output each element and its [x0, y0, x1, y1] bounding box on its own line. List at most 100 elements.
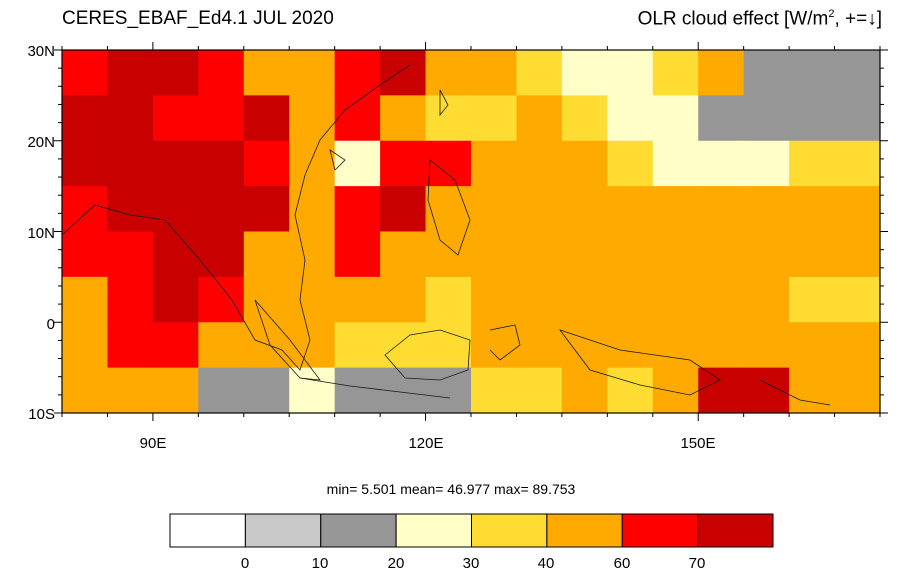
heatmap-cell [289, 322, 336, 369]
heatmap-cell [789, 367, 836, 414]
heatmap-cell [789, 322, 836, 369]
heatmap-cell [380, 276, 427, 323]
heatmap-cell [289, 367, 336, 414]
colorbar-label-20: 20 [388, 555, 405, 572]
coastline-india-se-asia [61, 64, 411, 371]
lat-label-10s: 10S [28, 406, 55, 423]
heatmap-cell [561, 367, 608, 414]
heatmap-cell [743, 140, 790, 187]
colorbar-label-70: 70 [689, 555, 706, 572]
heatmap-cell [334, 367, 381, 414]
heatmap-cell [289, 231, 336, 278]
heatmap-cell [516, 231, 563, 278]
heatmap-cell [380, 231, 427, 278]
variable-title: OLR cloud effect [W/m2, +=↓] [637, 8, 882, 30]
heatmap-cell [471, 322, 517, 369]
heatmap-cell [607, 140, 654, 187]
heatmap-cell [243, 95, 290, 142]
heatmap-cell [743, 186, 790, 232]
heatmap-cell [380, 140, 427, 187]
heatmap-cell [516, 322, 563, 369]
heatmap-cell [289, 50, 336, 96]
coastline-java [299, 377, 451, 399]
heatmap-cell [698, 322, 745, 369]
heatmap-cell [652, 95, 699, 142]
heatmap-cell [152, 50, 199, 96]
heatmap-cell [107, 276, 154, 323]
colorbar-swatch [244, 513, 322, 548]
stats-line: min= 5.501 mean= 46.977 max= 89.753 [326, 481, 576, 497]
heatmap-cell [834, 140, 881, 187]
lon-label-150e: 150E [680, 435, 715, 452]
heatmap-cell [516, 186, 563, 232]
heatmap-cell [107, 322, 154, 369]
heatmap-cell [743, 367, 790, 414]
heatmap-cell [607, 367, 654, 414]
heatmap-cell [607, 322, 654, 369]
colorbar-swatch [471, 513, 548, 548]
heatmap-cell [607, 231, 654, 278]
heatmap-cell [198, 322, 245, 369]
heatmap-cell [471, 276, 517, 323]
colorbar-swatch [697, 513, 774, 548]
heatmap-cell [152, 322, 199, 369]
heatmap-cell [198, 276, 245, 323]
heatmap-cell [425, 140, 472, 187]
lat-label-30n: 30N [27, 43, 55, 60]
heatmap-cell [198, 95, 245, 142]
heatmap-cell [834, 276, 881, 323]
lon-label-90e: 90E [140, 435, 167, 452]
heatmap-cell [198, 186, 245, 232]
axis-ticks [54, 42, 888, 421]
heatmap-cell [471, 140, 517, 187]
heatmap-cell [289, 276, 336, 323]
heatmap-cell [743, 95, 790, 142]
heatmap-cell [652, 276, 699, 323]
heatmap-cell [834, 231, 881, 278]
heatmap-cell [834, 367, 881, 414]
heatmap-cell [834, 95, 881, 142]
heatmap-cell [198, 231, 245, 278]
heatmap-cell [561, 322, 608, 369]
heatmap-cell [516, 140, 563, 187]
heatmap-cell [698, 95, 745, 142]
colorbar-label-40: 40 [538, 555, 555, 572]
heatmap-cell [62, 276, 108, 323]
heatmap-cell [698, 276, 745, 323]
heatmap-cell [652, 231, 699, 278]
colorbar-swatch [320, 513, 397, 548]
coastline-sulawesi [489, 324, 521, 361]
heatmap-cell [607, 186, 654, 232]
heatmap-grid [62, 50, 881, 414]
heatmap-cell [289, 140, 336, 187]
heatmap-cell [62, 231, 108, 278]
lat-label-10n: 10N [27, 225, 55, 242]
heatmap-cell [334, 276, 381, 323]
lat-label-20n: 20N [27, 134, 55, 151]
heatmap-cell [743, 231, 790, 278]
heatmap-cell [471, 95, 517, 142]
heatmap-cell [152, 367, 199, 414]
heatmap-cell [471, 231, 517, 278]
heatmap-cell [789, 276, 836, 323]
heatmap-cell [107, 140, 154, 187]
lon-label-120e: 120E [408, 435, 443, 452]
coastline-hainan [329, 149, 346, 171]
heatmap-cell [107, 95, 154, 142]
heatmap-cell [334, 95, 381, 142]
heatmap-cell [62, 95, 108, 142]
colorbar-swatch [546, 513, 623, 548]
heatmap-cell [243, 322, 290, 369]
heatmap-cell [198, 140, 245, 187]
heatmap-cell [789, 231, 836, 278]
heatmap-cell [198, 367, 245, 414]
heatmap-cell [62, 186, 108, 232]
heatmap-cell [561, 186, 608, 232]
heatmap-cell [243, 367, 290, 414]
heatmap-cell [198, 50, 245, 96]
heatmap-cell [698, 50, 745, 96]
heatmap-cell [698, 367, 745, 414]
heatmap-cell [652, 186, 699, 232]
heatmap-cell [380, 95, 427, 142]
heatmap-cell [243, 50, 290, 96]
